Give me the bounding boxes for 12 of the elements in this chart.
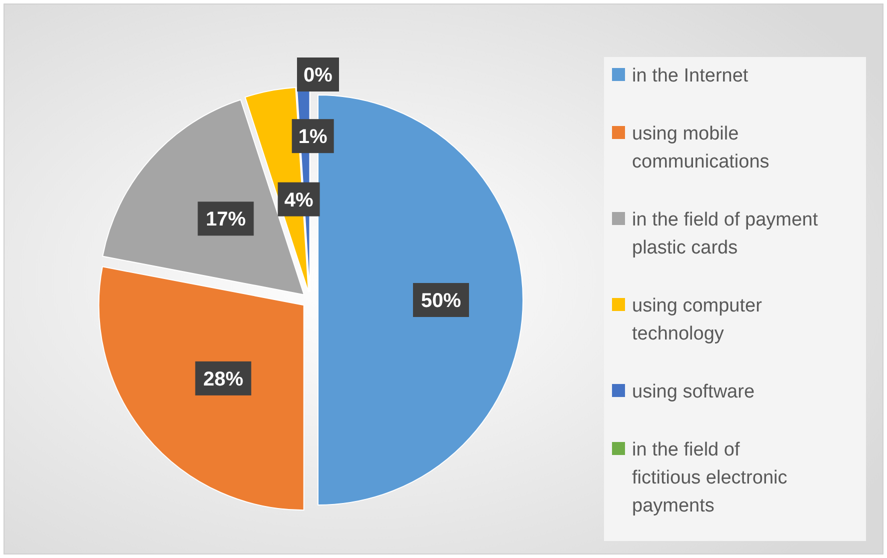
legend-label: using computer technology — [632, 296, 763, 345]
data-label: 50% — [420, 290, 462, 312]
text: 0% — [304, 64, 332, 86]
legend-label: in the field of fictitious electronic payments — [632, 440, 788, 517]
data-label: 1% — [298, 126, 328, 148]
data-label: 28% — [203, 368, 244, 390]
data-label: 17% — [206, 208, 246, 231]
legend-label: using mobile communications — [632, 124, 770, 173]
legend-label: in the Internet — [632, 66, 749, 87]
legend-label: in the field of payment plastic cards — [632, 210, 819, 259]
legend-label: using software — [632, 382, 755, 403]
data-label: 4% — [284, 189, 314, 212]
